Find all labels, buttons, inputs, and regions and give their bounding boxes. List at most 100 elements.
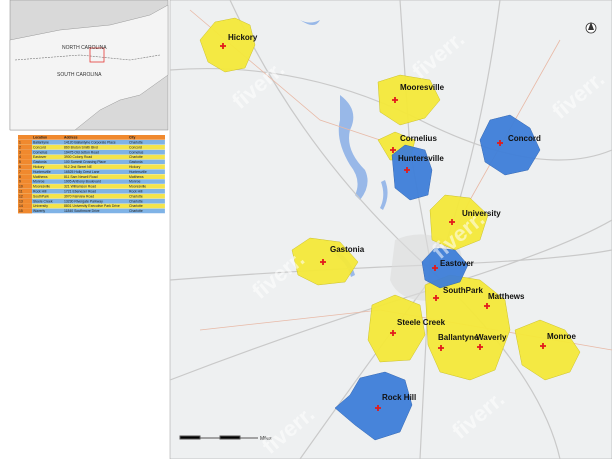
table-cell: Charlotte xyxy=(129,199,143,203)
table-header-cell: City xyxy=(129,136,136,140)
table-cell: 3970 Fairview Road xyxy=(64,194,94,198)
table-index-cell xyxy=(18,169,32,175)
table-header-cell: Location xyxy=(33,136,47,140)
table-cell: 1905 Anthony Boulevard xyxy=(64,180,101,184)
table-cell: Mooresville xyxy=(129,185,146,189)
location-marker xyxy=(375,405,381,411)
location-marker xyxy=(540,343,546,349)
place-label: University xyxy=(462,209,501,218)
table-cell: 14 xyxy=(19,204,23,208)
table-cell: Gastonia xyxy=(33,160,47,164)
table-header-cell: Address xyxy=(64,136,78,140)
place-label: Matthews xyxy=(488,292,525,301)
table-cell: Monroe xyxy=(33,180,45,184)
location-marker xyxy=(433,295,439,301)
table-index-cell xyxy=(18,149,32,155)
place-label: Cornelius xyxy=(400,134,437,143)
table-cell: 2 xyxy=(19,145,21,149)
table-index-cell xyxy=(18,193,32,199)
table-cell: 811 Sam Newell Road xyxy=(64,175,98,179)
inset-map: NORTH CAROLINA SOUTH CAROLINA xyxy=(9,0,169,131)
place-label: Waverly xyxy=(476,333,507,342)
table-cell: Charlotte xyxy=(129,194,143,198)
table-cell: Matthews xyxy=(129,175,144,179)
table-index-cell xyxy=(18,144,32,150)
north-arrow xyxy=(585,22,597,34)
table-cell: Ballantyne xyxy=(33,141,49,145)
location-marker xyxy=(320,259,326,265)
table-cell: Charlotte xyxy=(129,141,143,145)
location-marker xyxy=(220,43,226,49)
table-cell: Gastonia xyxy=(129,160,143,164)
table-cell: 19475 Old Jetton Road xyxy=(64,150,99,154)
table-cell: Concord xyxy=(129,145,142,149)
table-index-cell xyxy=(18,139,32,145)
place-label: Rock Hill xyxy=(382,393,416,402)
table-cell: 4 xyxy=(19,155,21,159)
table-index-cell xyxy=(18,208,32,214)
table-cell: 12 xyxy=(19,194,23,198)
table-index-cell xyxy=(18,198,32,204)
place-label: Steele Creek xyxy=(397,318,446,327)
table-index-cell xyxy=(18,159,32,165)
table-cell: Charlotte xyxy=(129,209,143,213)
table-index-cell xyxy=(18,203,32,209)
place-label: Hickory xyxy=(228,33,258,42)
table-index-cell xyxy=(18,174,32,180)
place-label: Ballantyne xyxy=(438,333,479,342)
table-header xyxy=(18,135,165,140)
table-cell: Steele Creek xyxy=(33,199,53,203)
table-cell: 15 xyxy=(19,209,23,213)
place-label: Gastonia xyxy=(330,245,365,254)
table-cell: University xyxy=(33,204,48,208)
table-cell: Waverly xyxy=(33,209,45,213)
table-cell: Huntersville xyxy=(129,170,147,174)
table-cell: Hickory xyxy=(33,165,45,169)
table-cell: Monroe xyxy=(129,180,141,184)
table-cell: 1 xyxy=(19,141,21,145)
table-cell: 860 Bruton Smith Blvd xyxy=(64,145,98,149)
table-cell: Rock Hill xyxy=(129,190,143,194)
table-cell: 9 xyxy=(19,180,21,184)
table-cell: 321 Williamson Road xyxy=(64,185,96,189)
table-index-cell xyxy=(18,188,32,194)
table-cell: 6 xyxy=(19,165,21,169)
table-cell: Cornelius xyxy=(129,150,144,154)
location-marker xyxy=(438,345,444,351)
location-marker xyxy=(392,97,398,103)
table-index-cell xyxy=(18,179,32,184)
table-index-cell xyxy=(18,184,32,189)
place-label: Concord xyxy=(508,134,541,143)
location-marker xyxy=(477,344,483,350)
table-cell: 100 Summit Crossing Place xyxy=(64,160,106,164)
table-cell: 8 xyxy=(19,175,21,179)
table-cell: Matthews xyxy=(33,175,48,179)
place-label: Huntersville xyxy=(398,154,444,163)
place-label: Eastover xyxy=(440,259,474,268)
table-cell: Rock Hill xyxy=(33,190,47,194)
table-cell: 3900 Colony Road xyxy=(64,155,92,159)
location-marker xyxy=(484,303,490,309)
table-cell: Charlotte xyxy=(129,155,143,159)
location-marker xyxy=(404,167,410,173)
table-cell: Charlotte xyxy=(129,204,143,208)
table-cell: 11 xyxy=(19,190,23,194)
table-cell: 10 xyxy=(19,185,23,189)
place-label: Mooresville xyxy=(400,83,445,92)
table-cell: Cornelius xyxy=(33,150,48,154)
location-marker xyxy=(390,330,396,336)
location-marker xyxy=(497,140,503,146)
table-cell: 11840 Southmore Drive xyxy=(64,209,100,213)
table-cell: Hickory xyxy=(129,165,141,169)
table-index-cell xyxy=(18,154,32,160)
table-cell: 14120 Ballantyne Corporate Place xyxy=(64,141,116,145)
table-cell: 7 xyxy=(19,170,21,174)
table-cell: 3 xyxy=(19,150,21,154)
location-marker xyxy=(390,147,396,153)
place-labels: Hickory Mooresville Cornelius Huntersville C… xyxy=(220,33,576,411)
table-cell: Eastover xyxy=(33,155,47,159)
inset-label: SOUTH CAROLINA xyxy=(57,72,102,78)
place-label: Monroe xyxy=(547,332,576,341)
table-cell: Mooresville xyxy=(33,185,50,189)
